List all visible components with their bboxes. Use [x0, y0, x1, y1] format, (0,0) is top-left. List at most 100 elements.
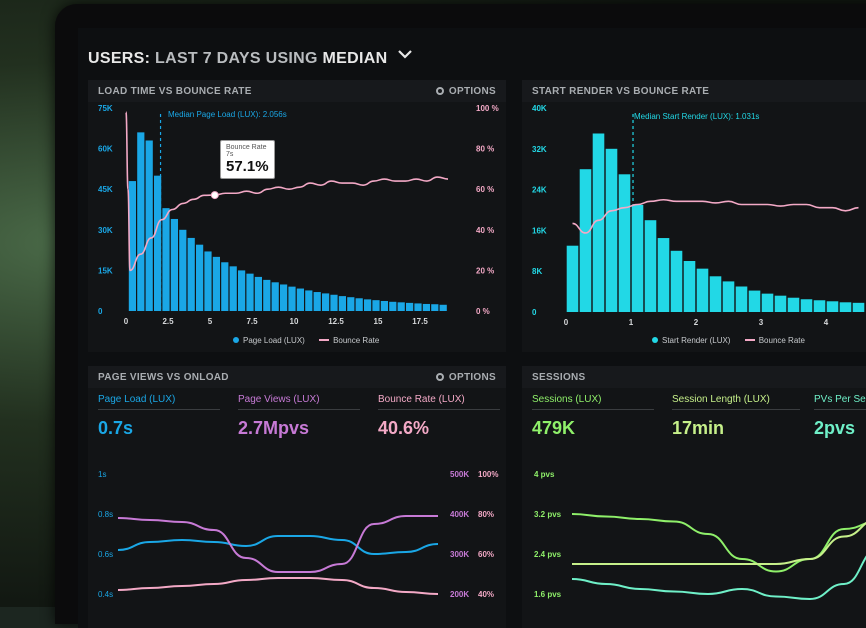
histogram-bar	[839, 302, 852, 312]
histogram-bar	[271, 282, 279, 311]
metric-session-length[interactable]: Session Length (LUX) 17min	[672, 394, 800, 439]
y-tick-label: 0	[98, 307, 103, 316]
histogram-bar	[288, 286, 296, 311]
title-range: LAST 7 DAYS USING	[155, 50, 318, 67]
start-render-chart: 40K 32K 24K 16K 8K 0 0 1 2 3 4	[532, 104, 865, 327]
x-tick-label: 0	[564, 318, 569, 327]
histogram-bar	[774, 295, 787, 312]
y-tick-label: 24K	[532, 186, 547, 195]
y2-tick-label: 0 %	[476, 307, 490, 316]
y2-tick-label: 300K	[450, 550, 469, 559]
bounce-rate-line	[572, 198, 859, 234]
histogram-bar	[263, 279, 271, 311]
title-stat: MEDIAN	[322, 50, 388, 67]
legend-item: Bounce Rate	[758, 336, 805, 345]
panel-title: START RENDER VS BOUNCE RATE	[532, 86, 710, 97]
histogram-bar	[644, 220, 657, 312]
x-tick-label: 2	[694, 318, 699, 327]
histogram-bar	[187, 237, 195, 311]
x-tick-label: 7.5	[246, 317, 258, 326]
load-time-chart: 75K 60K 45K 30K 15K 0 100 % 80 % 60 % 40 % 20 % 0 %…	[98, 104, 499, 326]
options-button[interactable]: OPTIONS	[435, 86, 496, 97]
metric-bounce-rate[interactable]: Bounce Rate (LUX) 40.6%	[378, 394, 500, 439]
metric-pvs-per-session[interactable]: PVs Per Se 2pvs	[814, 394, 866, 439]
y-tick-label: 16K	[532, 226, 547, 235]
histogram-bar	[800, 299, 813, 312]
y-tick-label: 0	[532, 308, 537, 317]
histogram-bar	[439, 304, 447, 311]
sessions-panel: SESSIONS Sessions (LUX) 479K Session Len…	[522, 366, 866, 628]
page-views-chart: 1s 0.8s 0.6s 0.4s 500K 400K 300K 200K 100% 80% 60%…	[98, 470, 498, 599]
histogram-bar	[683, 261, 696, 312]
histogram-bar	[128, 181, 136, 311]
y-tick-label: 0.6s	[98, 550, 113, 559]
series-line	[571, 521, 866, 565]
histogram-bar	[204, 251, 212, 311]
histogram-bar	[254, 276, 262, 311]
histogram-bar	[330, 294, 338, 311]
series-line	[117, 577, 439, 595]
metric-label: Session Length (LUX)	[672, 394, 800, 410]
histogram-bar	[313, 292, 321, 311]
legend-dot-icon	[233, 337, 239, 343]
histogram-bar	[229, 266, 237, 311]
histogram-bar	[722, 281, 735, 312]
histogram-bar	[631, 204, 644, 312]
histogram-bar	[196, 244, 204, 311]
load-legend: Page Load (LUX) Bounce Rate	[233, 336, 379, 345]
x-tick-label: 5	[208, 317, 213, 326]
panel-title: LOAD TIME VS BOUNCE RATE	[98, 86, 252, 97]
histogram-bar	[137, 132, 145, 311]
y3-tick-label: 100%	[478, 470, 498, 479]
tooltip-sub: 7s	[226, 151, 234, 158]
histogram-bar	[696, 268, 709, 312]
histogram-bar	[145, 140, 153, 311]
options-button[interactable]: OPTIONS	[435, 372, 496, 383]
legend-line-icon	[319, 338, 330, 341]
series-line	[571, 513, 866, 573]
metric-label: Page Load (LUX)	[98, 394, 220, 410]
x-tick-label: 2.5	[162, 317, 174, 326]
y2-tick-label: 20 %	[476, 266, 494, 275]
chevron-down-icon[interactable]	[398, 50, 412, 60]
histogram-bar	[761, 293, 774, 312]
y-tick-label: 0.8s	[98, 510, 113, 519]
metric-value: 479K	[532, 418, 576, 438]
metric-page-load[interactable]: Page Load (LUX) 0.7s	[98, 394, 220, 439]
series-line	[117, 535, 439, 556]
y3-tick-label: 40%	[478, 590, 494, 599]
histogram-bar	[422, 303, 430, 311]
histogram-bar	[431, 304, 439, 311]
metric-value: 2pvs	[814, 418, 856, 438]
metric-sessions[interactable]: Sessions (LUX) 479K	[532, 394, 654, 439]
metric-value: 17min	[672, 418, 725, 438]
render-legend: Start Render (LUX) Bounce Rate	[652, 336, 805, 345]
bounce-tooltip: Bounce Rate 7s 57.1%	[220, 140, 275, 179]
histogram-bar	[355, 298, 363, 311]
options-label: OPTIONS	[448, 372, 496, 383]
histogram-bar	[389, 301, 397, 311]
page-views-panel: PAGE VIEWS VS ONLOAD OPTIONS Page Load (…	[88, 366, 506, 628]
metric-page-views[interactable]: Page Views (LUX) 2.7Mpvs	[238, 394, 360, 439]
title-prefix: USERS:	[88, 50, 151, 67]
metric-label: Sessions (LUX)	[532, 394, 654, 410]
y2-tick-label: 400K	[450, 510, 469, 519]
y2-tick-label: 40 %	[476, 226, 494, 235]
y-tick-label: 60K	[98, 145, 113, 154]
histogram-bar	[826, 301, 839, 312]
bounce-rate-line	[125, 111, 449, 272]
y2-tick-label: 60 %	[476, 185, 494, 194]
y3-tick-label: 80%	[478, 510, 494, 519]
y-tick-label: 4 pvs	[534, 470, 555, 479]
dashboard-title[interactable]: USERS: LAST 7 DAYS USING MEDIAN	[88, 50, 412, 68]
histogram-bar	[406, 302, 414, 311]
panel-header: START RENDER VS BOUNCE RATE	[522, 80, 866, 102]
x-tick-label: 10	[290, 317, 299, 326]
series-line	[571, 555, 866, 601]
metric-value: 0.7s	[98, 418, 134, 438]
dashboard-screen: USERS: LAST 7 DAYS USING MEDIAN LOAD TIM…	[78, 28, 866, 628]
y-tick-label: 32K	[532, 145, 547, 154]
histogram-bar	[338, 296, 346, 311]
histogram-bar	[238, 270, 246, 311]
gear-icon	[435, 373, 444, 381]
